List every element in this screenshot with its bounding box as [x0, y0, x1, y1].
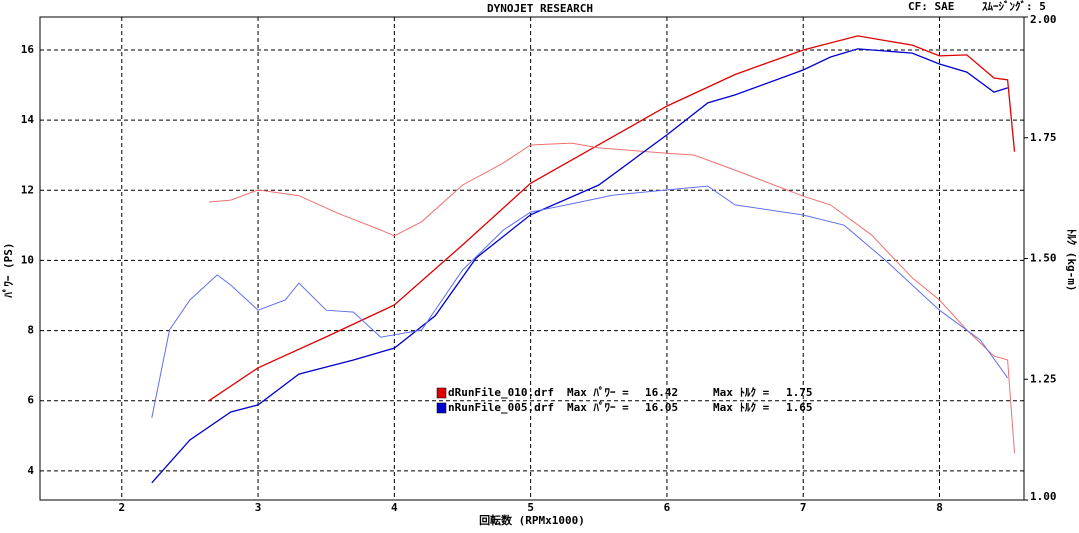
series-line — [151, 48, 1008, 484]
x-tick-label: 3 — [255, 501, 262, 514]
legend-max-torque: 1.75 — [786, 386, 813, 399]
y-tick-label: 14 — [21, 113, 35, 126]
series-line — [151, 185, 1009, 418]
legend-power-label: Max ﾊﾟﾜｰ = — [567, 385, 629, 399]
plot-frame — [39, 16, 1025, 501]
x-tick-label: 6 — [664, 501, 671, 514]
y2-tick-label: 2.00 — [1030, 13, 1057, 26]
x-tick-label: 2 — [118, 501, 125, 514]
x-tick-label: 8 — [936, 501, 943, 514]
legend-max-torque: 1.65 — [786, 401, 813, 414]
legend-max-power: 16.05 — [645, 401, 678, 414]
y2-tick-label: 1.25 — [1030, 372, 1057, 385]
y-tick-label: 4 — [27, 464, 34, 477]
legend-file: nRunFile_005.drf — [448, 401, 554, 414]
x-tick-label: 4 — [391, 501, 398, 514]
chart-title: DYNOJET RESEARCH — [487, 2, 593, 15]
y-tick-label: 16 — [21, 43, 35, 56]
legend-file: dRunFile_010.drf — [448, 386, 554, 399]
y2-axis-label: ﾄﾙｸ (kg-m) — [1065, 229, 1078, 292]
legend-max-power: 16.42 — [645, 386, 678, 399]
y2-tick-label: 1.75 — [1030, 131, 1057, 144]
y2-tick-label: 1.00 — [1030, 490, 1057, 503]
x-tick-label: 5 — [527, 501, 534, 514]
x-tick-label: 7 — [800, 501, 807, 514]
y-axis-label: ﾊﾟﾜｰ (PS) — [1, 242, 15, 298]
smoothing-label: ｽﾑｰｼﾞﾝｸﾞ: 5 — [982, 0, 1046, 13]
legend-power-label: Max ﾊﾟﾜｰ = — [567, 400, 629, 414]
legend-swatch — [436, 387, 447, 399]
y-tick-label: 6 — [27, 394, 34, 407]
x-axis-label: 回転数 (RPMx1000) — [479, 513, 585, 527]
series-line — [208, 142, 1015, 454]
y-tick-label: 8 — [27, 324, 34, 337]
series-line — [208, 35, 1016, 402]
cf-label: CF: SAE — [908, 0, 954, 13]
legend-swatch — [436, 402, 447, 414]
y-tick-label: 10 — [21, 253, 34, 266]
legend-torque-label: Max ﾄﾙｸ = — [713, 401, 770, 414]
y2-tick-label: 1.50 — [1030, 252, 1057, 265]
y-tick-label: 12 — [21, 183, 34, 196]
legend-torque-label: Max ﾄﾙｸ = — [713, 386, 770, 399]
